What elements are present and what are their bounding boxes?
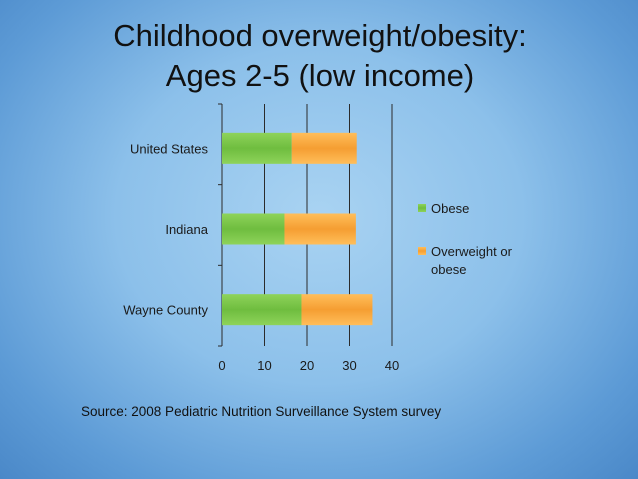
x-tick-label: 40: [385, 358, 399, 373]
legend-label-overweight-or-obese: Overweight or obese: [431, 244, 513, 277]
title-line-1: Childhood overweight/obesity:: [113, 18, 527, 53]
legend-swatch-overweight-or-obese: [418, 247, 426, 255]
bar-obese: [222, 132, 292, 164]
slide-title: Childhood overweight/obesity: Ages 2-5 (…: [60, 16, 580, 96]
title-line-2: Ages 2-5 (low income): [165, 58, 475, 93]
x-tick-label: 20: [300, 358, 314, 373]
bar-obese: [222, 213, 285, 245]
bar-overweight-or-obese: [291, 132, 357, 164]
source-note: Source: 2008 Pediatric Nutrition Surveil…: [81, 404, 442, 419]
bar-overweight-or-obese: [284, 213, 356, 245]
legend-swatch-obese: [418, 204, 426, 212]
bar-obese: [222, 294, 302, 326]
x-tick-label: 10: [257, 358, 271, 373]
bar-overweight-or-obese: [301, 294, 373, 326]
category-label: Wayne County: [123, 303, 208, 318]
x-tick-label: 0: [218, 358, 225, 373]
category-label: United States: [130, 141, 209, 156]
x-tick-label: 30: [342, 358, 356, 373]
legend-label-obese: Obese: [431, 201, 469, 216]
category-label: Indiana: [165, 222, 208, 237]
